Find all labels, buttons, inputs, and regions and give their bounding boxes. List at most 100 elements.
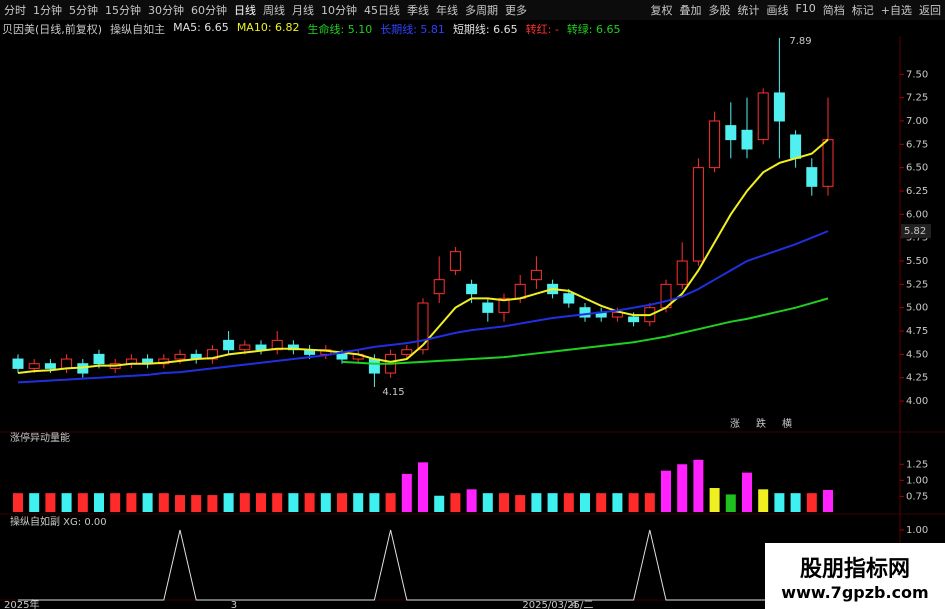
signal-label: 涨	[730, 418, 740, 430]
tab[interactable]: 分时	[4, 4, 26, 17]
bar	[725, 494, 736, 512]
tool-button[interactable]: 简档	[822, 4, 845, 17]
candle-body	[773, 92, 785, 122]
bar	[385, 493, 396, 512]
x-tick-label: 2025/03/25/二	[522, 600, 593, 609]
panel-title: 操纵自如副 XG: 0.00	[10, 515, 107, 528]
tool-button[interactable]: 多股	[708, 4, 731, 17]
y-tick-label: 6.50	[906, 163, 928, 174]
tab[interactable]: 5分钟	[69, 4, 98, 17]
bar	[580, 493, 590, 512]
tab[interactable]: 月线	[292, 4, 314, 17]
candle-body	[466, 283, 478, 295]
tab[interactable]: 季线	[407, 4, 429, 17]
legend-item: 生命线: 5.10	[307, 23, 373, 36]
last-price: 5.82	[904, 226, 926, 237]
tab[interactable]: 多周期	[465, 4, 498, 17]
y-tick-label: 5.50	[906, 256, 928, 267]
y-tick-label: 7.50	[906, 69, 928, 80]
bar	[628, 493, 639, 512]
bar	[369, 493, 380, 512]
toolbar-right: 复权 叠加 多股 统计 画线 F10 简档 标记 +自选 返回	[646, 2, 945, 18]
tool-button[interactable]: 返回	[919, 4, 941, 17]
candle-body	[790, 134, 802, 159]
candle-body	[498, 297, 510, 313]
tool-button[interactable]: 复权	[650, 4, 673, 17]
bar	[823, 489, 833, 512]
tool-button[interactable]: 标记	[851, 4, 874, 17]
candle-body	[709, 120, 721, 169]
y-tick-label: 1.00	[906, 525, 928, 536]
candle-body	[449, 251, 461, 271]
tab[interactable]: 60分钟	[191, 4, 227, 17]
candle-body	[563, 293, 575, 304]
tool-button[interactable]: 叠加	[679, 4, 702, 17]
bar	[207, 495, 218, 512]
tab[interactable]: 45日线	[364, 4, 400, 17]
candle-body	[514, 283, 526, 299]
signal-line	[18, 529, 828, 601]
signal-label: 跌	[756, 417, 766, 430]
tool-button[interactable]: 画线	[766, 4, 789, 17]
candle-body	[757, 92, 769, 141]
tab[interactable]: 15分钟	[105, 4, 141, 17]
tool-button[interactable]: F10	[795, 2, 816, 15]
candle-body	[628, 316, 640, 323]
bar	[126, 493, 137, 512]
y-tick-label: 6.75	[906, 139, 928, 150]
bar	[158, 493, 169, 512]
legend-item: MA5: 6.65	[173, 21, 229, 34]
bar	[742, 472, 752, 512]
y-tick-label: 4.25	[906, 373, 928, 384]
bar	[191, 495, 202, 512]
y-tick-label: 4.75	[906, 326, 928, 337]
bar	[353, 493, 364, 512]
bar	[563, 493, 574, 512]
bar	[13, 493, 23, 512]
bar	[77, 493, 88, 512]
signal-label: 横	[782, 417, 792, 430]
bar	[612, 493, 623, 512]
watermark: 股朋指标网 www.7gpzb.com	[765, 543, 945, 609]
candle-body	[417, 302, 429, 351]
tab[interactable]: 周线	[263, 4, 285, 17]
bar	[418, 462, 428, 512]
bar	[94, 493, 104, 512]
bar	[709, 488, 720, 512]
tab[interactable]: 日线	[234, 4, 256, 17]
tab[interactable]: 1分钟	[33, 4, 62, 17]
bar	[110, 493, 121, 512]
x-tick-label: 3	[231, 600, 237, 609]
tab[interactable]: 10分钟	[321, 4, 357, 17]
candle-body	[12, 358, 24, 369]
bar	[61, 493, 72, 512]
toolbar-left: 分时 1分钟 5分钟 15分钟 30分钟 60分钟 日线 周线 月线 10分钟 45日线 季线 年线 多周…	[0, 2, 531, 18]
tool-button[interactable]: +自选	[880, 4, 912, 17]
legend-item: 转绿: 6.65	[566, 23, 621, 36]
bar	[45, 493, 56, 512]
legend: 贝因美(日线,前复权) 操纵自如主 MA5: 6.65 MA10: 6.82 生命线: …	[0, 21, 621, 37]
bar	[466, 489, 477, 512]
candle-body	[579, 307, 591, 318]
candle-body	[725, 125, 737, 141]
bar	[337, 493, 347, 512]
tab[interactable]: 年线	[436, 4, 458, 17]
bar	[288, 493, 299, 512]
bar	[531, 493, 542, 512]
bar	[320, 493, 331, 512]
candle-body	[28, 363, 40, 369]
y-tick-label: 4.00	[906, 396, 928, 407]
tool-button[interactable]: 统计	[737, 4, 760, 17]
y-tick-label: 0.75	[906, 491, 928, 502]
low-note: 4.15	[382, 387, 404, 398]
tab[interactable]: 30分钟	[148, 4, 184, 17]
bar	[644, 493, 655, 512]
tab[interactable]: 更多	[505, 4, 527, 17]
candle-body	[174, 353, 186, 360]
bar	[304, 493, 315, 512]
bar	[482, 493, 493, 512]
bar	[256, 493, 266, 512]
watermark-name: 股朋指标网	[799, 557, 910, 582]
bar	[661, 470, 671, 512]
